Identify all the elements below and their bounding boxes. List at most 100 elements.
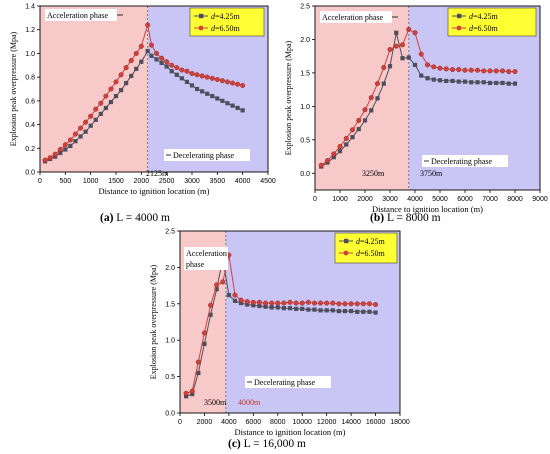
panel-c-xtick-label: 2000 [197,419,213,426]
panel-b-xtick-label: 7000 [482,196,498,203]
panel-c-marker-circle [299,300,305,306]
panel-c-y-axis-title: Explosion peak overpressure (Mpa) [149,264,158,379]
panel-a-marker-square [68,143,73,149]
panel-a-marker-square [58,150,63,156]
panel-c-axes-frame [179,230,401,414]
panel-c-marker-square [312,307,317,312]
panel-b-marker-square [356,127,361,132]
panel-a-accel-label: Acceleration phase [47,11,109,20]
panel-c-marker-circle [342,301,348,307]
panel-b-marker-circle [431,64,437,70]
panel-a-marker-square [118,88,124,93]
panel-c-marker-circle [275,300,281,306]
panel-b-marker-circle [393,43,399,49]
panel-b-marker-circle [343,135,349,141]
panel-a-xtick-label: 4000 [235,178,251,185]
panel-a-xtick-label: 2000 [134,178,150,185]
panel-c-marker-square [318,308,323,313]
panel-b-x-axis-title: Distance to ignition location (m) [372,204,483,214]
panel-a-marker-square [129,73,134,79]
panel-c-marker-circle [360,301,366,307]
panel-a-marker-square [220,98,225,103]
panel-a-marker-square [83,129,88,134]
panel-b-marker-square [425,76,430,81]
panel-b-marker-circle [337,144,343,150]
panel-a-marker-circle [145,22,151,28]
panel-c-marker-square [361,309,366,314]
panel-c-accel-label: Acceleration [186,249,227,258]
panel-c-legend-label-1: d=4.25m [356,237,386,246]
panel-c-legend-marker-square [344,238,349,244]
panel-a-acceleration-region [40,6,148,172]
panel-c-marker-square [239,300,244,306]
panel-a-marker-square [78,134,83,139]
panel-c-marker-square [257,303,262,309]
panel-a-marker-square [225,101,230,106]
caption-a-label: (a) [100,212,114,224]
panel-a-marker-square [210,94,215,99]
panel-c-marker-square [208,312,213,317]
panel-a-marker-square [98,111,103,116]
caption-a: (a) L = 4000 m [100,212,170,224]
panel-b-xtick-label: 8000 [507,196,523,203]
panel-c-xtick-label: 4000 [221,419,237,426]
panel-a-marker-circle [57,146,63,152]
panel-b-marker-square [481,80,486,85]
panel-c-accel-label-bg [184,247,228,270]
panel-c-ytick-label: 2.5 [165,229,175,236]
panel-b-marker-square [444,78,449,84]
panel-a-ytick-label: 1.2 [25,27,35,34]
panel-b-marker-circle [512,69,518,75]
panel-a-axes-frame [39,5,269,173]
panel-b-marker-circle [443,66,449,72]
panel-a-marker-square [164,64,169,69]
panel-b-marker-circle [331,151,337,157]
panel-b-distance-mark: 3750m [420,169,443,178]
panel-c-marker-square [300,306,305,311]
panel-b-marker-circle [500,68,506,74]
panel-b-xtick-label: 9000 [532,196,548,203]
panel-a-marker-square [103,105,108,111]
panel-b-distance-mark: 3250m [362,169,385,178]
panel-c-marker-circle [263,300,269,306]
panel-a-xtick-label: 4500 [260,178,276,185]
panel-b-marker-square [487,80,493,86]
panel-b-marker-circle [437,65,443,71]
panel-c-marker-square [324,308,329,313]
panel-b-marker-circle [506,69,512,75]
panel-a-marker-circle [230,80,236,86]
panel-c-marker-circle [256,299,262,305]
panel-a-decel-label: Decelerating phase [173,151,235,160]
panel-b-marker-circle [493,68,499,74]
panel-a-marker-square [184,79,190,84]
panel-c-xtick-label: 12000 [317,419,337,426]
panel-a-y-axis-title: Explosion peak overpressure (Mpa) [9,31,18,146]
panel-a-xtick-label: 0 [38,178,42,185]
panel-c-marker-square [349,308,354,314]
panel-c-ytick-label: 0.0 [165,411,175,418]
panel-a-marker-square [230,103,235,108]
panel-a-marker-square [124,80,129,86]
panel-a-marker-circle [118,72,124,78]
panel-a-xtick-label: 2500 [159,178,175,185]
panel-c-marker-circle [287,299,293,305]
panel-b-marker-circle [462,67,468,73]
panel-a-marker-square [145,48,150,54]
panel-a-marker-circle [189,71,195,77]
panel-a-marker-circle [199,73,205,79]
panel-b-marker-square [369,108,374,113]
panel-a-legend-label-2: d=6.50m [211,24,241,33]
panel-a-xtick-label: 500 [59,178,71,185]
panel-c-marker-circle [366,301,372,307]
panel-b-marker-circle [362,107,368,113]
panel-b-marker-circle [375,81,381,87]
panel-c-marker-circle [373,302,379,308]
panel-b-xtick-label: 4000 [407,196,423,203]
panel-b-xtick-label: 3000 [382,196,398,203]
panel-c-decel-label: Decelerating phase [254,378,316,387]
panel-c-xtick-label: 14000 [341,419,361,426]
panel-b-marker-square [456,79,461,84]
panel-a-marker-circle [52,151,58,157]
panel-b-marker-square [431,77,436,82]
panel-b-decel-label-bg [422,155,508,167]
